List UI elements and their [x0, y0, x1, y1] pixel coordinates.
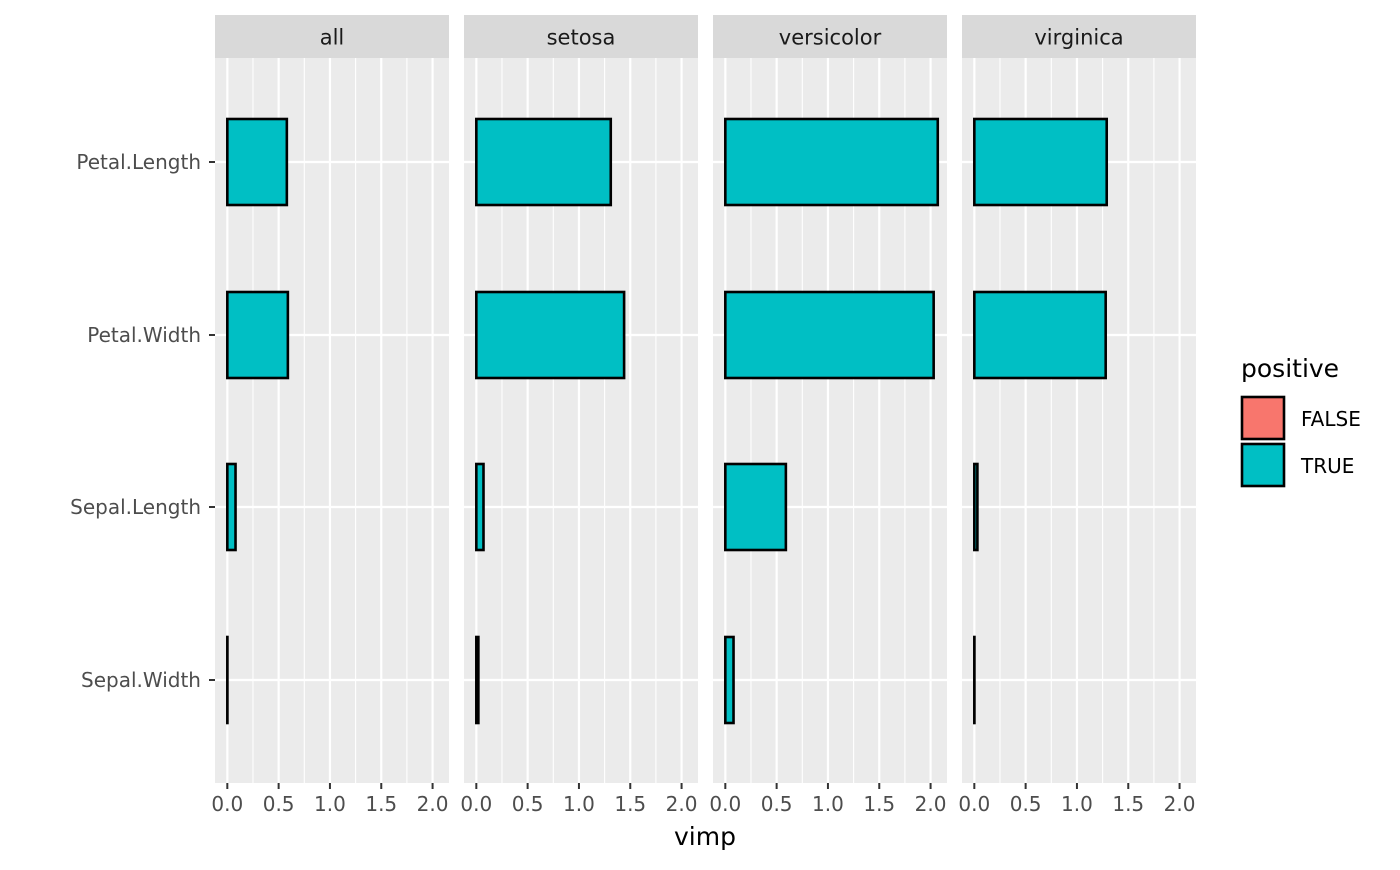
x-tick-label: 2.0 — [1164, 792, 1196, 816]
x-tick-label: 1.5 — [863, 792, 895, 816]
x-tick-label: 2.0 — [915, 792, 947, 816]
legend-key-false — [1242, 397, 1284, 439]
legend-title: positive — [1241, 354, 1339, 383]
x-tick-label: 1.5 — [1112, 792, 1144, 816]
legend-label: TRUE — [1300, 454, 1354, 478]
bar-all-Petal.Width — [227, 292, 288, 378]
bar-versicolor-Sepal.Width — [725, 637, 733, 723]
x-tick-label: 0.0 — [460, 792, 492, 816]
legend-label: FALSE — [1301, 407, 1361, 431]
strip-label: all — [320, 26, 345, 50]
x-tick-label: 0.0 — [958, 792, 990, 816]
strip-label: setosa — [547, 26, 616, 50]
bar-virginica-Sepal.Length — [974, 464, 977, 550]
x-tick-label: 1.0 — [812, 792, 844, 816]
x-tick-label: 0.5 — [512, 792, 544, 816]
bar-virginica-Petal.Length — [974, 119, 1106, 205]
x-tick-label: 0.0 — [211, 792, 243, 816]
bar-virginica-Petal.Width — [974, 292, 1105, 378]
x-tick-label: 0.5 — [1010, 792, 1042, 816]
x-tick-label: 0.5 — [761, 792, 793, 816]
x-tick-label: 1.5 — [365, 792, 397, 816]
bar-versicolor-Sepal.Length — [725, 464, 786, 550]
bar-setosa-Petal.Width — [476, 292, 624, 378]
y-tick-label: Petal.Width — [87, 323, 201, 347]
strip-label: versicolor — [779, 26, 882, 50]
bar-setosa-Petal.Length — [476, 119, 610, 205]
x-tick-label: 0.0 — [709, 792, 741, 816]
x-tick-label: 0.5 — [263, 792, 295, 816]
y-tick-label: Sepal.Width — [81, 668, 201, 692]
x-tick-label: 1.5 — [614, 792, 646, 816]
y-tick-label: Sepal.Length — [70, 495, 201, 519]
bar-setosa-Sepal.Width — [476, 637, 478, 723]
x-tick-label: 2.0 — [417, 792, 449, 816]
legend-key-true — [1242, 444, 1284, 486]
bar-all-Sepal.Length — [227, 464, 235, 550]
bar-setosa-Sepal.Length — [476, 464, 483, 550]
x-tick-label: 2.0 — [666, 792, 698, 816]
y-tick-label: Petal.Length — [76, 150, 201, 174]
bar-versicolor-Petal.Width — [725, 292, 933, 378]
bar-versicolor-Petal.Length — [725, 119, 937, 205]
bar-all-Petal.Length — [227, 119, 287, 205]
x-tick-label: 1.0 — [563, 792, 595, 816]
x-axis-title: vimp — [674, 822, 736, 851]
x-tick-label: 1.0 — [314, 792, 346, 816]
x-tick-label: 1.0 — [1061, 792, 1093, 816]
strip-label: virginica — [1034, 26, 1123, 50]
